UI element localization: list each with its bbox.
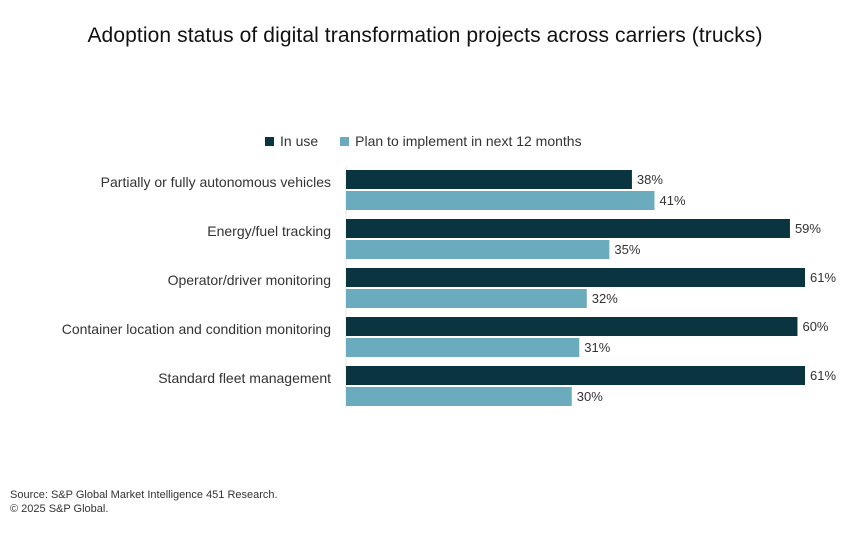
category-label: Operator/driver monitoring (168, 272, 331, 288)
data-label: 32% (592, 291, 618, 306)
legend-item-plan: Plan to implement in next 12 months (340, 133, 582, 149)
data-label: 35% (614, 242, 640, 257)
chart-title: Adoption status of digital transformatio… (87, 24, 763, 47)
data-label: 60% (802, 319, 828, 334)
category-label: Standard fleet management (158, 370, 331, 386)
legend-label-in-use: In use (280, 133, 319, 149)
copyright-note: © 2025 S&P Global. (10, 503, 109, 515)
legend: In use Plan to implement in next 12 mont… (265, 133, 604, 149)
legend-item-in-use: In use (265, 133, 318, 149)
category-label: Energy/fuel tracking (207, 223, 331, 239)
legend-swatch-plan (340, 136, 350, 146)
source-note: Source: S&P Global Market Intelligence 4… (10, 489, 278, 501)
bar-plan (346, 240, 610, 259)
bar-plan (346, 289, 587, 308)
bar-plan (346, 191, 655, 210)
data-label: 30% (577, 389, 603, 404)
category-label: Container location and condition monitor… (62, 321, 331, 337)
bar-in-use (346, 268, 805, 287)
bar-in-use (346, 219, 790, 238)
bar-plan (346, 338, 580, 357)
bar-in-use (346, 366, 805, 385)
data-label: 61% (810, 368, 836, 383)
data-label: 59% (795, 221, 821, 236)
bar-plan (346, 387, 572, 406)
bar-in-use (346, 170, 632, 189)
legend-swatch-in-use (265, 136, 274, 146)
data-label: 31% (584, 340, 610, 355)
footer: Source: S&P Global Market Intelligence 4… (10, 488, 278, 516)
data-label: 38% (637, 172, 663, 187)
legend-label-plan: Plan to implement in next 12 months (355, 133, 582, 149)
data-label: 41% (660, 193, 686, 208)
bar-in-use (346, 317, 798, 336)
data-label: 61% (810, 270, 836, 285)
category-label: Partially or fully autonomous vehicles (101, 174, 331, 190)
